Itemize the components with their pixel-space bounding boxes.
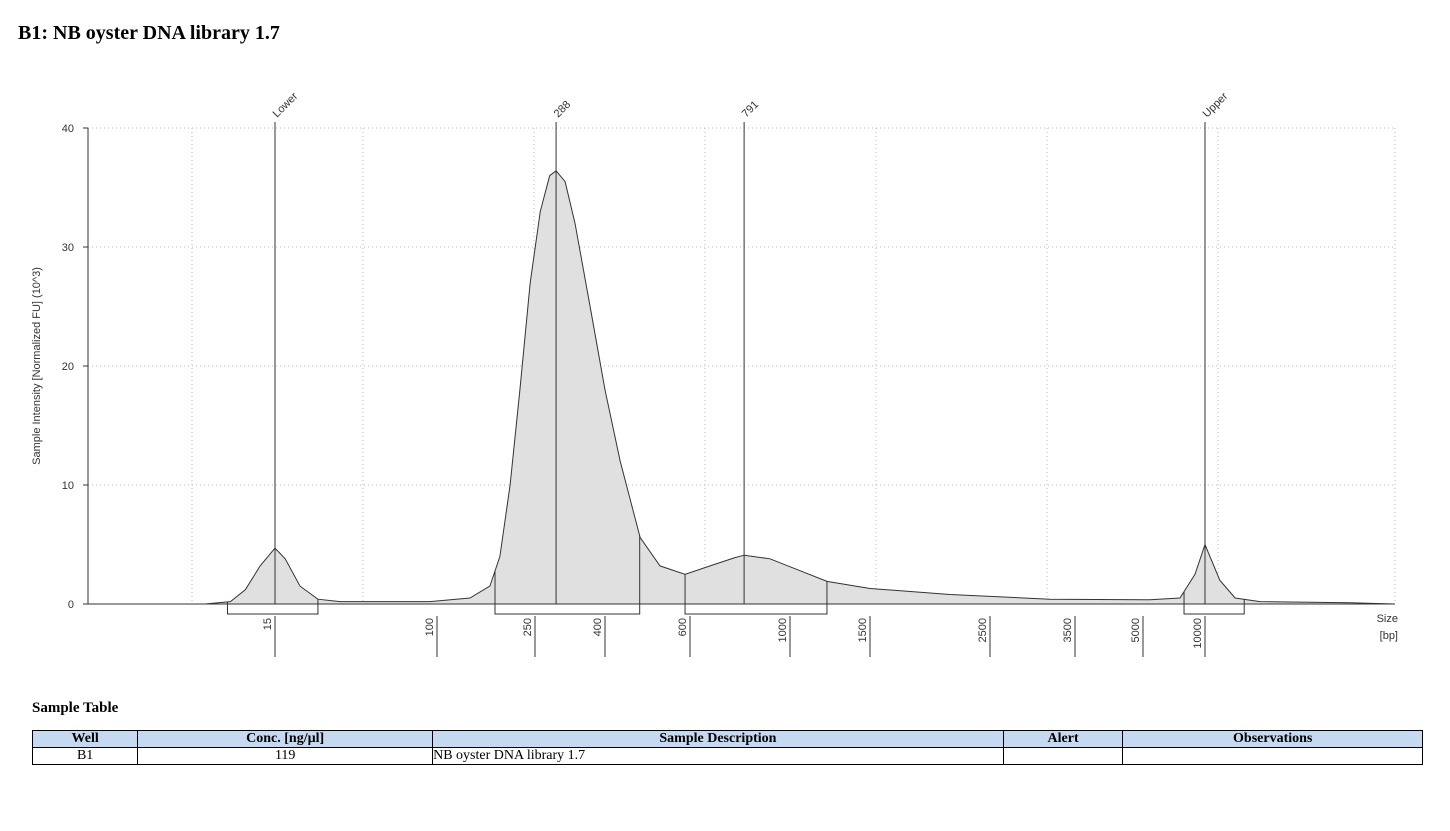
y-tick-label: 20 xyxy=(62,361,74,373)
x-tick-label: 1000 xyxy=(777,618,789,642)
x-tick-label: 600 xyxy=(677,618,689,636)
report-title: B1: NB oyster DNA library 1.7 xyxy=(18,22,280,44)
y-tick-label: 0 xyxy=(68,599,74,611)
trace-area xyxy=(89,170,1395,605)
cell xyxy=(1002,747,1124,765)
table-title: Sample Table xyxy=(32,700,119,716)
cell: B1 xyxy=(31,747,139,765)
header-cell: Alert xyxy=(1002,730,1124,748)
x-tick-label: 10000 xyxy=(1192,618,1204,649)
y-tick-label: 10 xyxy=(62,480,74,492)
y-tick-label: 30 xyxy=(62,242,74,254)
row: B1 119 NB oyster DNA library 1.7 xyxy=(31,747,1423,765)
y-axis-label: Sample Intensity [Normalized FU] (10^3) xyxy=(31,267,43,465)
x-tick-label: 250 xyxy=(522,618,534,636)
region-bracket xyxy=(684,603,828,615)
x-tick-label: 5000 xyxy=(1130,618,1142,642)
x-tick-label: 3500 xyxy=(1062,618,1074,642)
region-bracket xyxy=(494,603,641,615)
x-tick-label: 15 xyxy=(262,618,274,630)
peak-label: 288 xyxy=(552,99,573,120)
trace xyxy=(89,170,1395,605)
peak-label: 791 xyxy=(740,99,761,120)
x-tick-label: 1500 xyxy=(857,618,869,642)
header-cell: Conc. [ng/µl] xyxy=(137,730,434,748)
x-axis-label: Size xyxy=(1377,613,1398,625)
header-row: Well Conc. [ng/µl] Sample Description Al… xyxy=(31,730,1423,748)
x-tick-label: 100 xyxy=(424,618,436,636)
header-cell: Observations xyxy=(1122,730,1423,748)
chart: Sample Intensity [Normalized FU] (10^3) … xyxy=(31,90,1398,657)
cell xyxy=(1122,747,1423,765)
region-bracket xyxy=(226,603,319,615)
region-bracket xyxy=(1183,603,1245,615)
cell: 119 xyxy=(137,747,434,765)
y-tick-label: 40 xyxy=(62,123,74,135)
sample-table: Well Conc. [ng/µl] Sample Description Al… xyxy=(31,730,1423,765)
x-tick-label: 400 xyxy=(592,618,604,636)
peak-label: Upper xyxy=(1201,90,1231,120)
header-cell: Sample Description xyxy=(432,730,1004,748)
x-axis-unit: [bp] xyxy=(1380,630,1398,642)
header-cell: Well xyxy=(31,730,139,748)
x-tick-label: 2500 xyxy=(977,618,989,642)
peak-label: Lower xyxy=(271,90,301,120)
cell: NB oyster DNA library 1.7 xyxy=(432,747,1004,765)
